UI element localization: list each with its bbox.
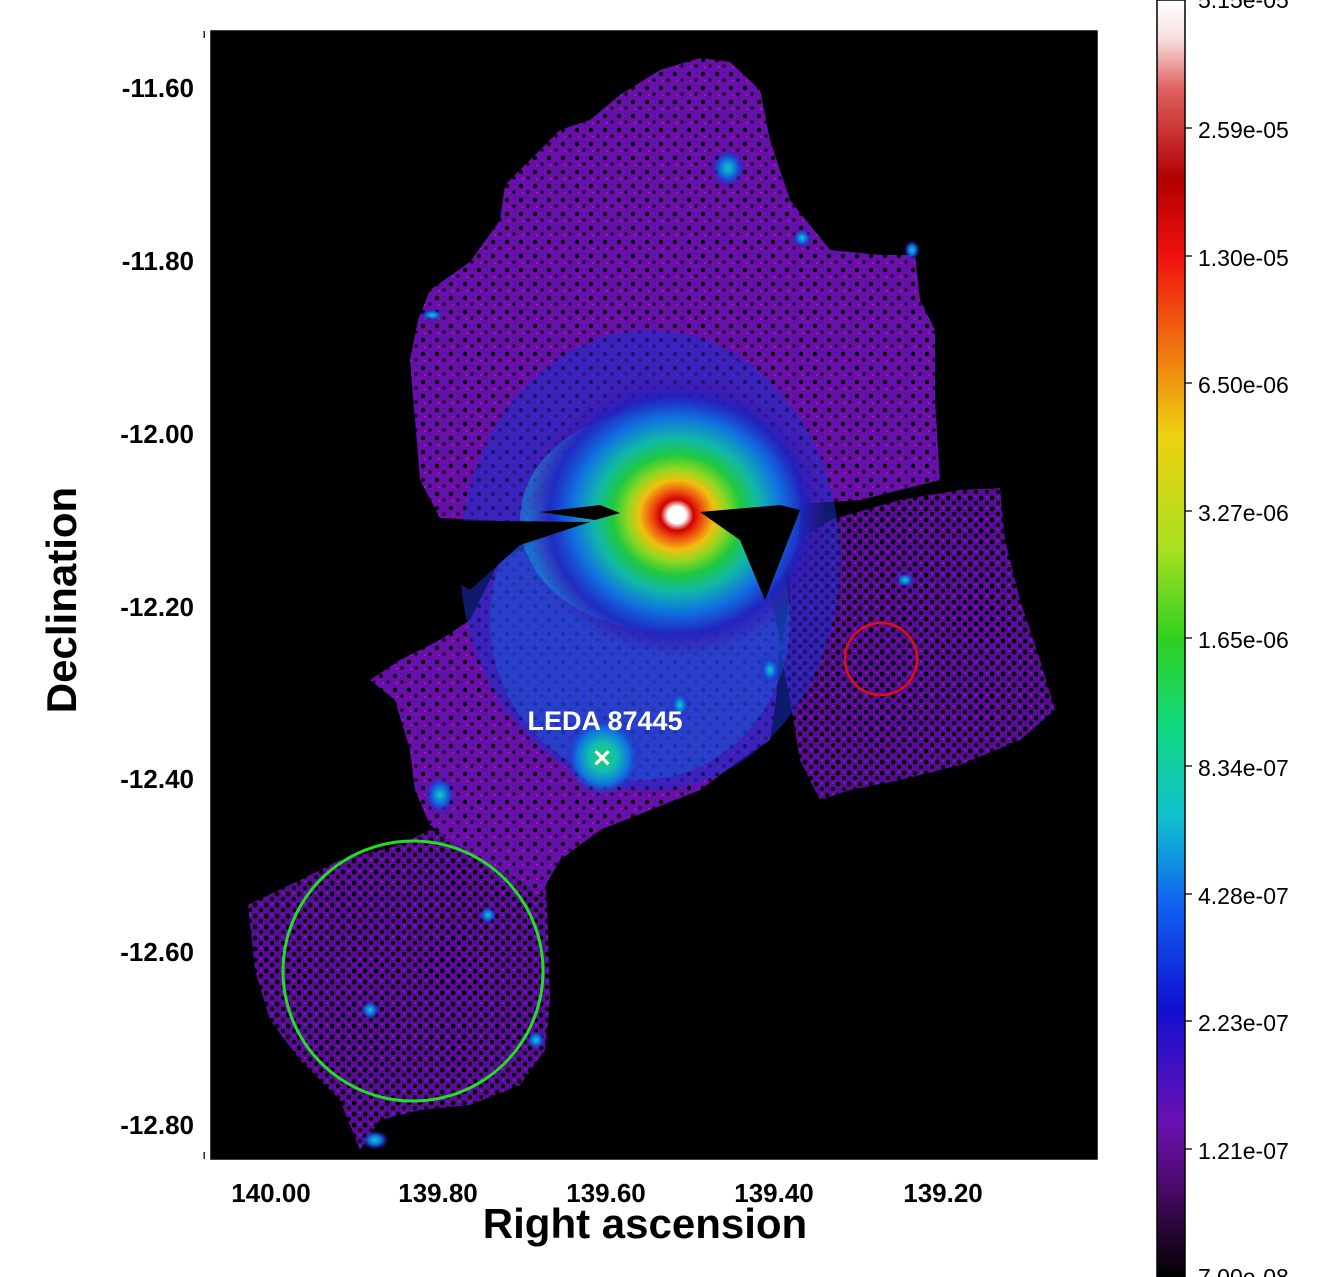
point-source: [792, 228, 812, 248]
cluster-core: [527, 375, 827, 655]
point-source: [360, 1000, 380, 1020]
colorbar-ticks: [1185, 127, 1192, 1150]
x-tick-label: 139.40: [734, 1178, 814, 1208]
colorbar-label: 8.34e-07: [1198, 755, 1289, 781]
field-southwest: [248, 830, 550, 1150]
y-tick-label: -11.80: [122, 246, 194, 276]
plot-frame: [210, 30, 1098, 1160]
source-annotation: LEDA 87445: [527, 706, 682, 736]
colorbar: [1156, 0, 1186, 1277]
y-tick-label: -12.00: [120, 419, 194, 449]
colorbar-label: 1.21e-07: [1198, 1138, 1289, 1164]
point-source: [710, 148, 746, 188]
x-tick-label: 139.20: [903, 1178, 983, 1208]
colorbar-label: 6.50e-06: [1198, 372, 1289, 398]
y-axis-title: Declination: [38, 487, 85, 713]
x-tick-label: 139.60: [566, 1178, 646, 1208]
y-tick-labels: -11.60 -11.80 -12.00 -12.20 -12.40 -12.6…: [120, 73, 194, 1140]
colorbar-label: 4.28e-07: [1198, 883, 1289, 909]
colorbar-label: 3.27e-06: [1198, 500, 1289, 526]
colorbar-label: 1.30e-05: [1198, 245, 1289, 271]
point-source: [361, 1130, 389, 1150]
colorbar-labels: 5.15e-05 2.59e-05 1.30e-05 6.50e-06 3.27…: [1198, 0, 1289, 1277]
point-source: [895, 572, 915, 588]
leda-marker-icon: ✕: [592, 745, 612, 772]
point-source: [420, 309, 444, 321]
y-tick-label: -12.60: [120, 937, 194, 967]
x-tick-label: 139.80: [398, 1178, 478, 1208]
colorbar-label: 1.65e-06: [1198, 627, 1289, 653]
point-source: [670, 691, 690, 719]
point-source: [424, 775, 456, 815]
y-tick-label: -11.60: [122, 73, 194, 103]
background-region-circle: [281, 839, 545, 1103]
axis-ticks: [203, 31, 1097, 1159]
x-ray-emission: [248, 58, 1055, 1150]
y-tick-label: -12.40: [120, 764, 194, 794]
y-tick-label: -12.80: [120, 1110, 194, 1140]
colorbar-label: 7.00e-08: [1198, 1264, 1289, 1277]
colorbar-label: 5.15e-05: [1198, 0, 1289, 13]
x-tick-label: 140.00: [231, 1178, 311, 1208]
point-source: [526, 1030, 546, 1050]
leda-87445-source: [565, 717, 641, 797]
point-source: [760, 656, 780, 684]
x-axis-title: Right ascension: [483, 1200, 807, 1247]
x-tick-labels: 140.00 139.80 139.60 139.40 139.20: [231, 1178, 983, 1208]
source-region-circle: [843, 621, 919, 697]
colorbar-label: 2.59e-05: [1198, 117, 1289, 143]
field-west: [780, 488, 1055, 800]
colorbar-label: 2.23e-07: [1198, 1010, 1289, 1036]
y-tick-label: -12.20: [120, 592, 194, 622]
point-source: [479, 906, 497, 924]
point-source: [904, 240, 920, 260]
